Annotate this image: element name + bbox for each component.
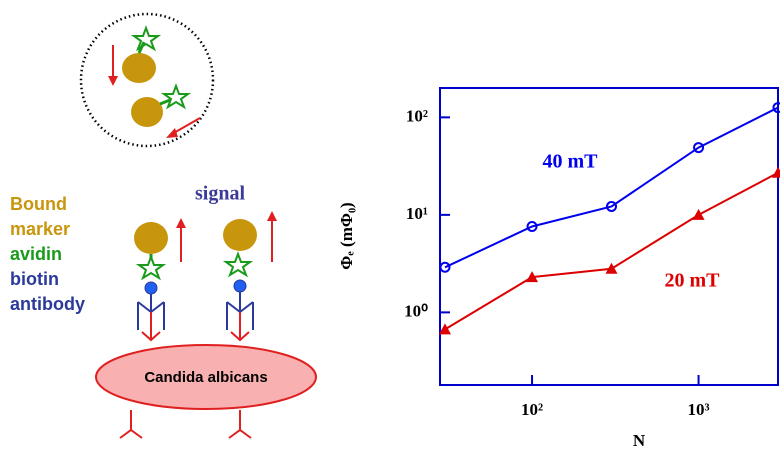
series-label: 20 mT (665, 270, 721, 292)
avidin-star (164, 86, 188, 107)
receptor (142, 312, 160, 340)
receptor (231, 312, 249, 340)
series-line (445, 108, 778, 268)
y-tick-label: 10² (406, 106, 428, 125)
diagram-label: antibody (10, 294, 85, 314)
bound-complex (134, 222, 168, 340)
bound-complex (223, 219, 257, 340)
y-axis-label: Φₑ (mΦ₀) (337, 202, 356, 269)
diagram-label: avidin (10, 244, 62, 264)
cell-label: Candida albicans (144, 369, 267, 386)
receptor (120, 410, 251, 438)
marker-bead (134, 222, 168, 254)
point (772, 167, 780, 178)
diagram: Candida albicans signal (81, 14, 316, 438)
figure: Candida albicans signal Bound marker avidi… (0, 0, 780, 458)
avidin-star (139, 257, 163, 278)
x-tick-label: 10³ (688, 400, 710, 419)
arrow-head (176, 218, 186, 228)
biotin (234, 280, 246, 292)
marker-bead (223, 219, 257, 251)
y-tick-label: 10⁰ (404, 301, 428, 320)
signal-label: signal (195, 183, 245, 205)
y-tick-label: 10¹ (406, 204, 428, 223)
arrow-head (267, 211, 277, 221)
point (693, 209, 705, 220)
marker-bead (131, 97, 163, 127)
arrow-head (166, 128, 178, 138)
arrow-head (108, 76, 118, 86)
series-line (445, 173, 778, 330)
page: Candida albicans signal Bound marker avidi… (0, 0, 780, 458)
x-tick-label: 10² (521, 400, 543, 419)
x-axis-label: N (633, 431, 646, 450)
marker-bead (122, 53, 156, 83)
diagram-label: marker (10, 219, 70, 239)
diagram-label: biotin (10, 269, 59, 289)
biotin (145, 282, 157, 294)
diagram-label: Bound (10, 194, 67, 214)
series-label: 40 mT (543, 151, 599, 173)
avidin-star (226, 254, 250, 275)
avidin-star (134, 28, 158, 49)
